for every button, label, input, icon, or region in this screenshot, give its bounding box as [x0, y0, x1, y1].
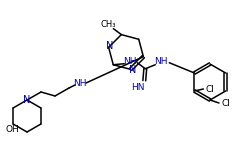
Text: NH: NH [73, 79, 87, 87]
Text: Cl: Cl [206, 85, 215, 94]
Text: OH: OH [5, 124, 19, 133]
Text: HN: HN [132, 83, 145, 92]
Text: NH: NH [123, 57, 137, 66]
Text: Cl: Cl [222, 99, 230, 109]
Text: CH₃: CH₃ [101, 20, 116, 29]
Text: N: N [23, 95, 31, 105]
Text: NH: NH [154, 57, 168, 66]
Text: N: N [129, 65, 136, 75]
Text: N: N [106, 41, 113, 51]
